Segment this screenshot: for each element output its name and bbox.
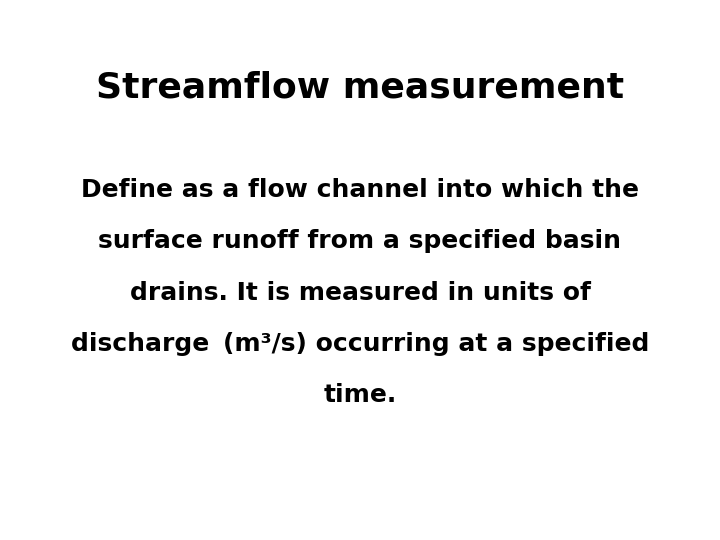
Text: drains. It is measured in units of: drains. It is measured in units of <box>130 281 590 305</box>
Text: discharge  (m³/s) occurring at a specified: discharge (m³/s) occurring at a specifie… <box>71 332 649 356</box>
Text: Streamflow measurement: Streamflow measurement <box>96 70 624 104</box>
Text: Define as a flow channel into which the: Define as a flow channel into which the <box>81 178 639 202</box>
Text: surface runoff from a specified basin: surface runoff from a specified basin <box>99 230 621 253</box>
Text: time.: time. <box>323 383 397 407</box>
